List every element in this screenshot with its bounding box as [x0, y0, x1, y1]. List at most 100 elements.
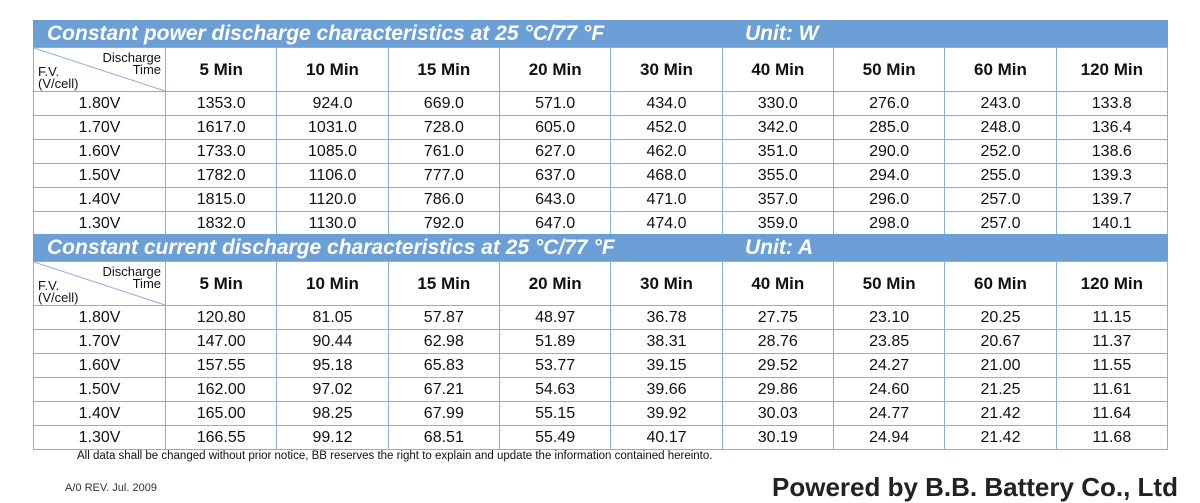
data-row: 1.70V 147.00 90.44 62.98 51.89 38.31 28.76 23.8…	[33, 329, 1169, 354]
cell: 294.0	[832, 163, 946, 188]
cell: 342.0	[721, 115, 834, 140]
cell: 255.0	[944, 163, 1057, 188]
cell: 62.98	[387, 329, 500, 354]
cell: 355.0	[721, 163, 834, 188]
row-label: 1.70V	[33, 329, 166, 354]
cell: 39.92	[610, 401, 723, 426]
cell: 67.99	[387, 401, 500, 426]
row-label: 1.50V	[33, 377, 166, 402]
cell: 637.0	[498, 163, 612, 188]
cell: 452.0	[610, 115, 723, 140]
cell: 647.0	[498, 211, 612, 236]
cell: 65.83	[387, 353, 500, 378]
column-header: 10 Min	[276, 261, 389, 306]
cell: 53.77	[498, 353, 612, 378]
cell: 357.0	[721, 187, 834, 212]
data-row: 1.30V 166.55 99.12 68.51 55.49 40.17 30.19 24.9…	[33, 425, 1169, 450]
cell: 30.19	[721, 425, 834, 450]
cell: 359.0	[721, 211, 834, 236]
cell: 1031.0	[276, 115, 389, 140]
data-row: 1.40V 165.00 98.25 67.99 55.15 39.92 30.03 24.7…	[33, 401, 1169, 426]
cell: 11.61	[1055, 377, 1169, 402]
column-header: 50 Min	[832, 47, 946, 92]
table-section: Constant power discharge characteristics…	[33, 20, 1169, 236]
data-row: 1.60V 157.55 95.18 65.83 53.77 39.15 29.52 24.2…	[33, 353, 1169, 378]
cell: 351.0	[721, 139, 834, 164]
cell: 24.77	[832, 401, 946, 426]
row-label: 1.30V	[33, 425, 166, 450]
cell: 11.68	[1055, 425, 1169, 450]
data-table: Discharge Time F.V. (V/cell) 5 Min 10 Min 15 M…	[33, 261, 1169, 450]
cell: 468.0	[610, 163, 723, 188]
column-header: 15 Min	[387, 47, 500, 92]
cell: 627.0	[498, 139, 612, 164]
cell: 139.3	[1055, 163, 1169, 188]
data-table: Discharge Time F.V. (V/cell) 5 Min 10 Min 15 M…	[33, 47, 1169, 236]
cell: 54.63	[498, 377, 612, 402]
header-row: Discharge Time F.V. (V/cell) 5 Min 10 Min 15 M…	[33, 261, 1169, 306]
cell: 248.0	[944, 115, 1057, 140]
title-bar: Constant current discharge characteristi…	[33, 234, 1168, 261]
cell: 24.94	[832, 425, 946, 450]
cell: 924.0	[276, 91, 389, 116]
cell: 1120.0	[276, 187, 389, 212]
cell: 605.0	[498, 115, 612, 140]
cell: 786.0	[387, 187, 500, 212]
cell: 23.85	[832, 329, 946, 354]
column-header: 20 Min	[498, 261, 612, 306]
data-row: 1.80V 1353.0 924.0 669.0 571.0 434.0 330.0 276.…	[33, 91, 1169, 116]
cell: 57.87	[387, 305, 500, 330]
column-header: 60 Min	[944, 47, 1057, 92]
cell: 162.00	[164, 377, 278, 402]
cell: 48.97	[498, 305, 612, 330]
cell: 728.0	[387, 115, 500, 140]
column-header: 120 Min	[1055, 47, 1169, 92]
cell: 1353.0	[164, 91, 278, 116]
cell: 157.55	[164, 353, 278, 378]
data-row: 1.70V 1617.0 1031.0 728.0 605.0 452.0 342.0 285…	[33, 115, 1169, 140]
cell: 120.80	[164, 305, 278, 330]
cell: 669.0	[387, 91, 500, 116]
cell: 777.0	[387, 163, 500, 188]
column-header: 120 Min	[1055, 261, 1169, 306]
cell: 99.12	[276, 425, 389, 450]
corner-label: Time	[132, 62, 161, 77]
row-label: 1.80V	[33, 305, 166, 330]
corner-label: (V/cell)	[38, 76, 79, 91]
cell: 257.0	[944, 187, 1057, 212]
corner-label: Discharge	[102, 50, 161, 65]
cell: 257.0	[944, 211, 1057, 236]
cell: 55.15	[498, 401, 612, 426]
title-bar: Constant power discharge characteristics…	[33, 20, 1168, 47]
row-label: 1.40V	[33, 401, 166, 426]
cell: 30.03	[721, 401, 834, 426]
cell: 24.60	[832, 377, 946, 402]
cell: 136.4	[1055, 115, 1169, 140]
column-header: 15 Min	[387, 261, 500, 306]
cell: 276.0	[832, 91, 946, 116]
corner-label: Time	[132, 276, 161, 291]
row-label: 1.30V	[33, 211, 166, 236]
cell: 20.25	[944, 305, 1057, 330]
corner-label: F.V.	[38, 278, 60, 293]
cell: 1782.0	[164, 163, 278, 188]
column-header: 30 Min	[610, 261, 723, 306]
cell: 23.10	[832, 305, 946, 330]
cell: 21.00	[944, 353, 1057, 378]
column-header: 30 Min	[610, 47, 723, 92]
cell: 27.75	[721, 305, 834, 330]
cell: 38.31	[610, 329, 723, 354]
cell: 165.00	[164, 401, 278, 426]
cell: 462.0	[610, 139, 723, 164]
cell: 133.8	[1055, 91, 1169, 116]
company: Powered by B.B. Battery Co., Ltd	[772, 472, 1178, 502]
cell: 24.27	[832, 353, 946, 378]
unit: Unit: W	[745, 22, 819, 45]
cell: 474.0	[610, 211, 723, 236]
diagonal	[34, 262, 165, 305]
cell: 28.76	[721, 329, 834, 354]
cell: 1106.0	[276, 163, 389, 188]
column-header: 20 Min	[498, 47, 612, 92]
cell: 285.0	[832, 115, 946, 140]
corner-cell: Discharge Time F.V. (V/cell)	[33, 47, 166, 92]
